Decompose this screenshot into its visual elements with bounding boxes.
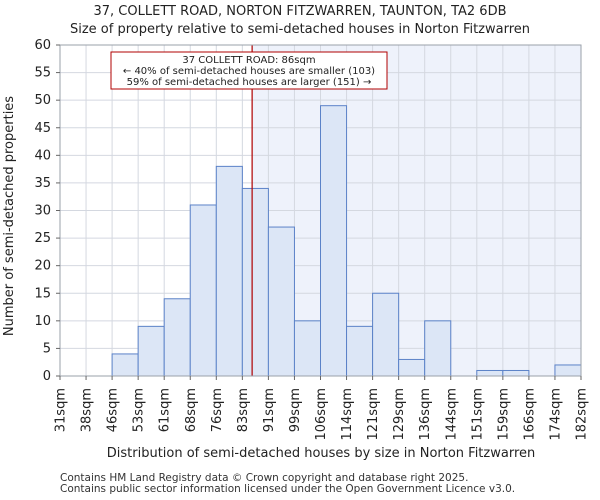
x-tick-label: 121sqm — [366, 388, 381, 441]
x-tick-label: 166sqm — [522, 388, 537, 441]
bar-106sqm — [320, 105, 348, 377]
y-tick-label: 5 — [43, 341, 51, 356]
x-tick-label: 61sqm — [158, 388, 173, 432]
x-tick-label: 38sqm — [80, 388, 95, 432]
bar-114sqm — [346, 325, 374, 377]
bar-76sqm — [215, 165, 243, 377]
y-tick-label: 10 — [34, 314, 51, 329]
footer-line-1: Contains HM Land Registry data © Crown c… — [60, 472, 469, 484]
x-tick-label: 129sqm — [392, 388, 407, 441]
annotation-box — [110, 51, 388, 90]
bar-129sqm — [398, 358, 426, 377]
y-tick-label: 50 — [34, 93, 51, 108]
y-tick-label: 20 — [34, 259, 51, 274]
bar-83sqm — [241, 187, 269, 377]
x-tick-label: 53sqm — [132, 388, 147, 432]
x-tick-label: 76sqm — [210, 388, 225, 432]
bar-53sqm — [137, 325, 165, 377]
x-tick-label: 159sqm — [496, 388, 511, 441]
bar-121sqm — [372, 292, 400, 377]
annotation-line-1: 37 COLLETT ROAD: 86sqm — [182, 55, 315, 66]
y-tick-label: 55 — [34, 66, 51, 81]
y-tick-label: 35 — [34, 176, 51, 191]
bar-136sqm — [424, 320, 452, 377]
bar-68sqm — [189, 204, 217, 377]
x-tick-label: 106sqm — [314, 388, 329, 441]
bar-151sqm — [476, 369, 504, 377]
bar-99sqm — [293, 320, 322, 377]
x-tick-label: 91sqm — [262, 388, 277, 432]
y-tick-label: 40 — [34, 148, 51, 163]
bar-91sqm — [267, 226, 295, 377]
bar-174sqm — [554, 364, 582, 377]
annotation-line-3: 59% of semi-detached houses are larger (… — [127, 77, 372, 88]
y-tick-label: 15 — [34, 286, 51, 301]
y-tick-label: 60 — [34, 38, 51, 53]
x-tick-label: 151sqm — [470, 388, 485, 441]
y-tick-label: 0 — [43, 369, 51, 384]
x-tick-label: 83sqm — [236, 388, 251, 432]
bar-61sqm — [163, 298, 191, 377]
chart-subtitle: Size of property relative to semi-detach… — [69, 22, 531, 37]
footer-line-2: Contains public sector information licen… — [60, 483, 516, 495]
y-axis-label: Number of semi-detached properties — [2, 96, 17, 336]
x-tick-label: 174sqm — [548, 388, 563, 441]
x-tick-label: 114sqm — [340, 388, 355, 441]
annotation-line-2: ← 40% of semi-detached houses are smalle… — [123, 66, 375, 77]
y-tick-label: 45 — [34, 121, 51, 136]
chart-title-block: 37, COLLETT ROAD, NORTON FITZWARREN, TAU… — [0, 3, 600, 39]
x-axis-label: Distribution of semi-detached houses by … — [107, 446, 536, 461]
chart: 0 5 10 15 20 25 30 35 40 45 50 55 60 31sqm 38sqm 46sqm… — [2, 38, 590, 461]
x-tick-label: 144sqm — [444, 388, 459, 441]
x-tick-label: 31sqm — [54, 388, 69, 432]
bar-46sqm — [111, 353, 139, 377]
x-tick-label: 99sqm — [288, 388, 303, 432]
y-tick-label: 25 — [34, 231, 51, 246]
x-tick-label: 182sqm — [575, 388, 590, 441]
y-tick-label: 30 — [34, 204, 51, 219]
footer: Contains HM Land Registry data © Crown c… — [60, 473, 515, 495]
x-tick-label: 46sqm — [106, 388, 121, 432]
x-tick-label: 136sqm — [418, 388, 433, 441]
x-tick-label: 68sqm — [184, 388, 199, 432]
bar-159sqm — [502, 369, 530, 377]
chart-title: 37, COLLETT ROAD, NORTON FITZWARREN, TAU… — [93, 4, 507, 19]
